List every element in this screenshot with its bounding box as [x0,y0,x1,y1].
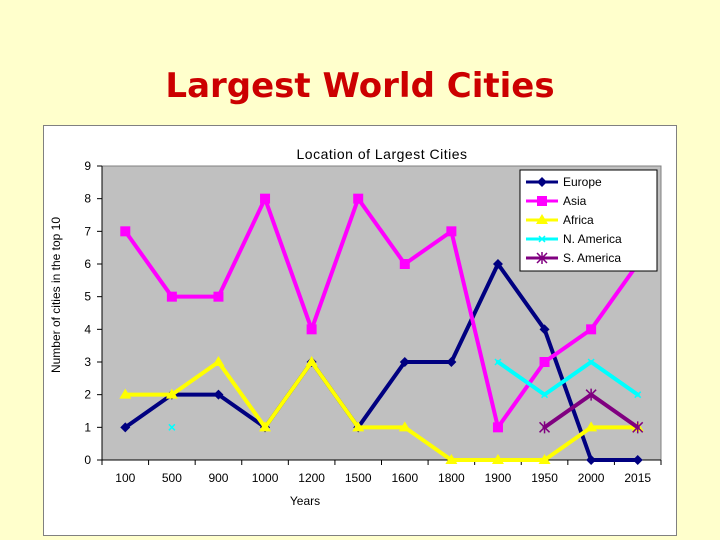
data-point-africa [398,421,411,432]
data-point-africa [259,421,272,432]
legend-marker-asia [537,196,547,206]
data-point-n-america [168,423,176,431]
data-point-asia [399,259,410,269]
data-point-n-america [587,358,595,366]
y-tick-label: 2 [84,388,91,402]
chart-frame: Location of Largest Cities Number of cit… [43,125,677,536]
x-tick-label: 1600 [391,471,418,485]
y-tick-label: 1 [84,420,91,434]
data-point-africa [165,388,178,399]
data-point-asia [166,291,177,302]
slide-title: Largest World Cities [165,66,555,106]
data-point-europe [213,389,224,400]
data-point-europe [586,455,597,465]
x-tick-label: 100 [115,471,135,485]
x-tick-label: 500 [162,471,182,485]
data-point-europe [492,259,503,269]
plot-layer: 0 1 2 3 4 5 6 7 8 9 100 500 900 1000 1200 1500 1600 1800 1… [84,159,662,485]
data-point-europe [632,455,643,465]
data-point-africa [538,454,551,464]
x-tick-label: 1950 [531,471,558,485]
legend-marker-europe [537,177,547,187]
data-point-europe [446,357,457,367]
chart-title: Location of Largest Cities [297,146,468,162]
data-point-africa [445,454,458,464]
data-point-asia [539,357,550,367]
data-point-asia [446,226,457,237]
data-point-n-america [634,391,642,399]
y-tick-label: 5 [84,290,91,304]
legend-marker-n-america [538,235,546,243]
data-point-africa [212,356,225,366]
data-point-s-america [585,388,597,401]
data-point-asia [353,193,364,204]
x-axis-label: Years [290,494,320,508]
series-line-asia [123,196,640,430]
y-tick-label: 4 [84,322,91,336]
data-point-europe [399,357,410,367]
x-tick-label: 1800 [438,471,465,485]
legend-marker-africa [536,214,548,224]
data-point-africa [352,421,365,432]
data-point-asia [306,324,317,335]
legend-label-s-america: S. America [563,251,621,265]
x-tick-label: 1900 [485,471,512,485]
data-point-africa [491,454,504,464]
data-point-asia [213,291,224,302]
data-point-asia [492,422,503,433]
data-point-europe [539,324,550,335]
legend-label-europe: Europe [563,175,602,189]
data-point-africa [119,388,132,399]
y-tick-label: 0 [84,453,91,467]
data-point-europe [120,422,131,433]
x-tick-label: 1500 [345,471,372,485]
series-line-africa [123,360,640,462]
x-tick-label: 1200 [298,471,325,485]
legend-label-n-america: N. America [563,232,622,246]
x-tick-label: 2015 [624,471,651,485]
legend-marker-s-america [536,252,548,264]
y-tick-label: 6 [84,257,91,271]
legend-label-africa: Africa [563,213,594,227]
y-tick-label: 3 [84,355,91,369]
legend-label-asia: Asia [563,194,587,208]
data-point-asia [260,193,271,204]
data-point-africa [305,356,318,366]
x-tick-label: 1000 [252,471,279,485]
y-tick-label: 9 [84,159,91,173]
y-tick-label: 7 [84,224,91,238]
x-tick-label: 2000 [578,471,605,485]
y-tick-label: 8 [84,192,91,206]
x-tick-label: 900 [208,471,228,485]
series-line-europe [123,262,640,462]
data-point-n-america [494,358,502,366]
data-point-s-america [632,421,644,434]
data-point-africa [585,421,598,432]
y-axis-label: Number of cities in the top 10 [49,217,63,373]
data-point-n-america [541,391,549,399]
data-point-asia [586,324,597,335]
data-point-asia [120,226,131,237]
series-line-n-america [495,360,640,397]
line-chart: Location of Largest Cities Number of cit… [49,146,662,508]
data-point-s-america [539,421,551,434]
